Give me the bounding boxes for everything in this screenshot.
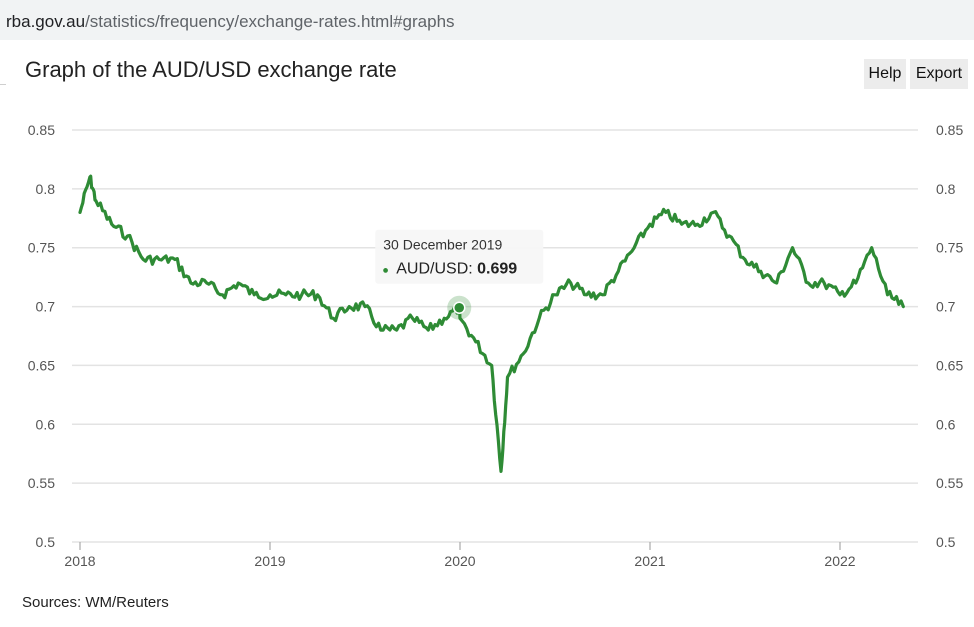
tooltip-point bbox=[453, 301, 466, 314]
y-tick-label-right: 0.6 bbox=[936, 416, 956, 432]
x-tick-label: 2018 bbox=[64, 553, 95, 569]
y-tick-label-right: 0.85 bbox=[936, 122, 963, 138]
url-path: /statistics/frequency/exchange-rates.htm… bbox=[85, 12, 455, 31]
y-tick-label-left: 0.55 bbox=[28, 475, 55, 491]
source-note: Sources: WM/Reuters bbox=[22, 594, 169, 611]
y-tick-label-right: 0.75 bbox=[936, 240, 963, 256]
x-axis: 2018 2019 2020 2021 2022 bbox=[64, 542, 856, 569]
y-tick-label-right: 0.5 bbox=[936, 534, 956, 550]
y-tick-label-left: 0.6 bbox=[36, 416, 56, 432]
tooltip-value-line: AUD/USD: 0.699 bbox=[396, 261, 517, 278]
help-button[interactable]: Help bbox=[864, 59, 906, 89]
y-tick-label-right: 0.65 bbox=[936, 357, 963, 373]
y-tick-label-left: 0.8 bbox=[36, 181, 56, 197]
y-axis-right: 0.85 0.8 0.75 0.7 0.65 0.6 0.55 0.5 bbox=[936, 122, 963, 550]
y-tick-label-right: 0.55 bbox=[936, 475, 963, 491]
url-domain: rba.gov.au bbox=[6, 12, 86, 31]
tooltip-date: 30 December 2019 bbox=[383, 237, 502, 253]
tooltip-box bbox=[375, 229, 544, 284]
x-tick-label: 2019 bbox=[254, 553, 285, 569]
exchange-rate-chart: 0.85 0.8 0.75 0.7 0.65 0.6 0.55 0.5 0.85 0.8 0.75… bbox=[28, 122, 964, 569]
x-tick-label: 2020 bbox=[444, 553, 475, 569]
tooltip-marker bbox=[447, 295, 472, 320]
y-tick-label-left: 0.65 bbox=[28, 357, 55, 373]
x-tick-label: 2022 bbox=[824, 553, 855, 569]
y-tick-label-left: 0.75 bbox=[28, 240, 55, 256]
tooltip-series-dot-icon: ● bbox=[382, 265, 389, 277]
address-bar[interactable]: rba.gov.au/statistics/frequency/exchange… bbox=[0, 0, 974, 40]
y-tick-label-right: 0.8 bbox=[936, 181, 956, 197]
y-tick-label-right: 0.7 bbox=[936, 299, 956, 315]
tooltip: 30 December 2019 ● AUD/USD: 0.699 bbox=[375, 229, 544, 284]
page-title: Graph of the AUD/USD exchange rate bbox=[25, 57, 397, 82]
y-tick-label-left: 0.5 bbox=[36, 534, 56, 550]
tooltip-value: 0.699 bbox=[477, 261, 517, 278]
tooltip-series-label: AUD/USD: bbox=[396, 261, 477, 278]
y-tick-label-left: 0.85 bbox=[28, 122, 55, 138]
panel-edge-divider bbox=[0, 84, 6, 85]
x-tick-label: 2021 bbox=[634, 553, 665, 569]
y-axis-left: 0.85 0.8 0.75 0.7 0.65 0.6 0.55 0.5 bbox=[28, 122, 55, 550]
y-tick-label-left: 0.7 bbox=[36, 299, 56, 315]
series-line-aud-usd[interactable] bbox=[78, 174, 905, 473]
grid-lines bbox=[72, 129, 918, 543]
export-button[interactable]: Export bbox=[910, 59, 968, 89]
